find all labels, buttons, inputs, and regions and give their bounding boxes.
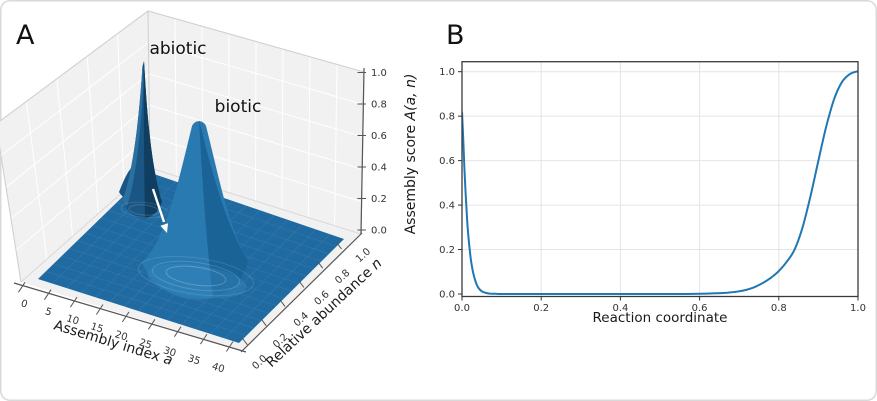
a-axis-tick-label: 5 (44, 306, 53, 318)
z-axis-tick-label: 0.4 (371, 163, 387, 174)
z-axis-line (360, 67, 365, 235)
panel-b-gridlines (462, 61, 858, 297)
b-y-tick-label: 0.8 (439, 112, 455, 123)
z-axis-tick-label: 1.0 (371, 68, 387, 79)
b-y-tick-label: 0.6 (439, 156, 455, 167)
biotic-peak (138, 120, 254, 300)
abiotic-annotation: abiotic (149, 39, 206, 59)
z-axis-tick-label: 0.0 (371, 226, 387, 237)
a-axis-tick-label: 15 (89, 321, 105, 335)
panel-b-frame (461, 61, 859, 298)
saddle-arrow (151, 188, 168, 233)
biotic-annotation: biotic (215, 97, 262, 117)
z-axis-tick-label: 0.2 (371, 194, 387, 205)
panel-b-letter: B (446, 20, 465, 51)
panel-b: 0.0 0.2 0.4 0.6 0.8 1.0 0.0 0.2 0.4 0.6 0.8 1.0 Rea… (439, 20, 866, 326)
b-y-tick-label: 0.0 (439, 289, 455, 300)
b-x-tick-label: 0.2 (533, 303, 549, 314)
b-y-tick-label: 1.0 (439, 67, 455, 78)
reaction-curve (462, 70, 858, 296)
z-axis-label: Assembly score A(a, n) (403, 74, 419, 235)
b-y-tick-label: 0.2 (439, 245, 455, 256)
panel-b-ticks: 0.0 0.2 0.4 0.6 0.8 1.0 0.0 0.2 0.4 0.6 0.8 1.0 (439, 67, 866, 314)
b-x-tick-label: 0.4 (612, 303, 628, 314)
b-x-tick-label: 0.0 (454, 303, 470, 314)
a-axis-tick-label: 25 (138, 337, 154, 351)
b-y-tick-label: 0.4 (439, 200, 455, 211)
b-x-axis-label: Reaction coordinate (593, 310, 728, 326)
a-axis-tick-label: 20 (113, 329, 129, 343)
a-axis-tick-label: 0 (19, 298, 28, 310)
a-axis-tick-label: 35 (186, 353, 202, 367)
panel-a-letter: A (16, 20, 35, 51)
z-axis-tick-label: 0.6 (371, 131, 387, 142)
b-x-tick-label: 0.8 (771, 303, 787, 314)
left-wall-pane (0, 11, 150, 282)
a-axis-tick-label: 10 (65, 313, 81, 327)
a-axis-line (13, 282, 247, 353)
abiotic-peak (120, 61, 168, 219)
z-axis-tick-label: 0.8 (371, 100, 387, 111)
n-axis-line (240, 232, 363, 353)
b-x-tick-label: 0.6 (692, 303, 708, 314)
a-axis-tick-label: 40 (210, 361, 226, 375)
a-axis-tick-label: 30 (162, 345, 178, 359)
b-x-tick-label: 1.0 (850, 303, 866, 314)
